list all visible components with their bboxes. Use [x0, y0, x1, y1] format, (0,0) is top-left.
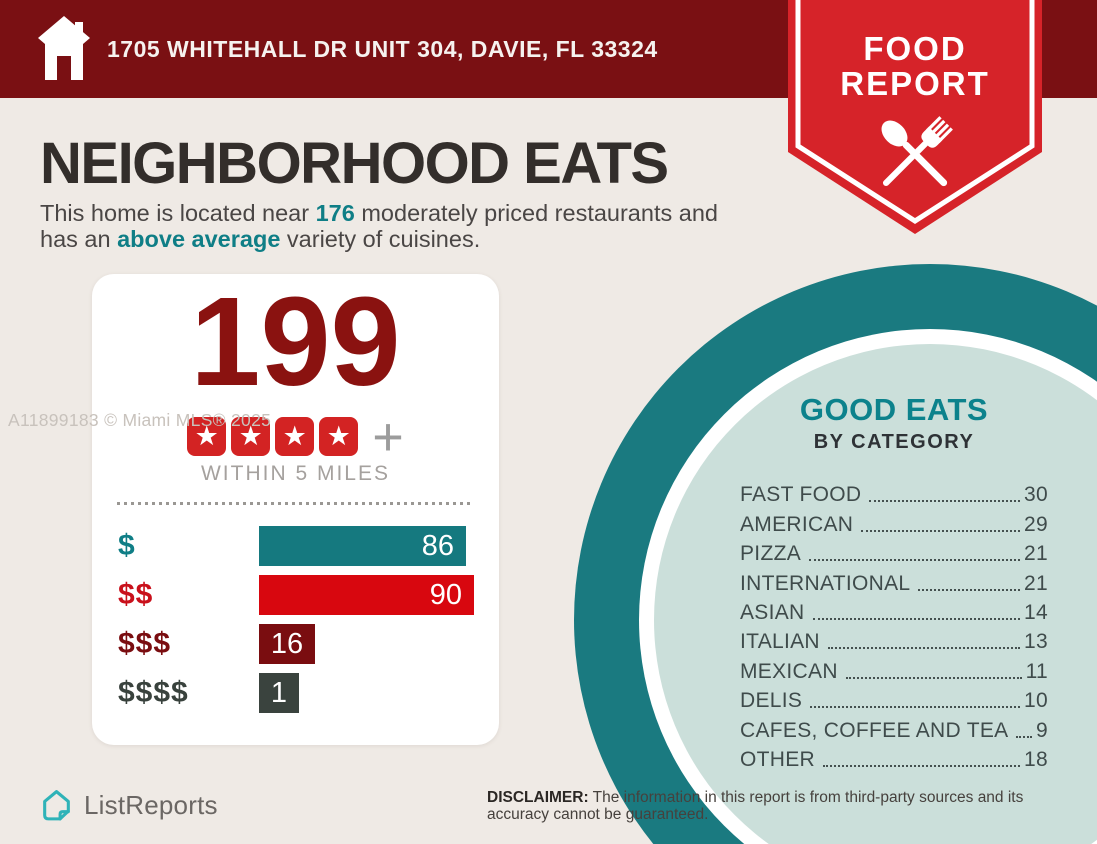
category-name: PIZZA	[740, 542, 802, 566]
category-row: OTHER 18	[740, 743, 1048, 772]
good-eats-subtitle: BY CATEGORY	[813, 431, 975, 453]
category-row: MEXICAN 11	[740, 654, 1048, 683]
divider	[117, 502, 474, 505]
category-name: FAST FOOD	[740, 483, 862, 507]
good-eats-title: GOOD EATS	[799, 392, 989, 427]
category-name: ITALIAN	[740, 630, 820, 654]
category-count: 21	[1024, 542, 1048, 566]
price-bar: 86	[259, 526, 466, 566]
dotted-leader	[1016, 735, 1033, 738]
utensils-icon	[881, 116, 953, 187]
dotted-leader	[845, 676, 1022, 679]
dotted-leader	[918, 588, 1021, 591]
category-name: MEXICAN	[740, 659, 838, 683]
restaurant-stats-card: 199 ★ ★ ★ ★ + WITHIN 5 MILES $86 $$ 90 $$$ 16 $$$…	[92, 274, 499, 745]
category-list: FAST FOOD 30 AMERICAN 29 PIZZA 21 INTERNATIONA…	[740, 478, 1048, 772]
category-row: ASIAN 14	[740, 596, 1048, 625]
intro-highlight: 176	[315, 200, 355, 226]
price-bar: 16	[259, 624, 315, 664]
price-bar-row: $$$$ 1	[92, 673, 499, 713]
category-name: CAFES, COFFEE AND TEA	[740, 718, 1009, 742]
dotted-leader	[823, 764, 1021, 767]
plus-icon: +	[372, 406, 404, 467]
intro-highlight: above average	[117, 226, 281, 252]
category-name: ASIAN	[740, 600, 805, 624]
dotted-leader	[809, 559, 1021, 562]
category-row: INTERNATIONAL 21	[740, 566, 1048, 595]
radius-label: WITHIN 5 MILES	[200, 462, 391, 485]
intro-segment: has an	[40, 226, 118, 252]
dotted-leader	[812, 617, 1021, 620]
intro-segment: This home is located near	[40, 200, 316, 226]
star-rating: ★ ★ ★ ★ +	[92, 406, 499, 467]
price-bar-row: $$$ 16	[92, 624, 499, 664]
price-bar-value: 16	[270, 628, 304, 660]
intro-text: This home is located near 176 moderately…	[40, 200, 800, 252]
price-bar-value: 86	[421, 530, 454, 562]
listreports-house-icon	[43, 789, 70, 820]
listreports-logo: ListReports	[38, 786, 218, 824]
price-bar-row: $86	[92, 526, 499, 566]
badge-line2: REPORT	[840, 65, 990, 102]
category-name: AMERICAN	[740, 512, 854, 536]
category-row: ITALIAN 13	[740, 625, 1048, 654]
category-count: 10	[1024, 689, 1048, 713]
category-count: 21	[1024, 571, 1048, 595]
star-icon: ★	[231, 417, 271, 456]
page-title: NEIGHBORHOOD EATS	[40, 131, 669, 196]
disclaimer-label: DISCLAIMER:	[487, 789, 589, 806]
category-count: 30	[1024, 483, 1048, 507]
intro-segment: variety of cuisines.	[280, 226, 481, 252]
dotted-leader	[861, 529, 1021, 532]
property-address: 1705 WHITEHALL DR UNIT 304, DAVIE, FL 33…	[107, 36, 658, 62]
star-icon: ★	[275, 417, 315, 456]
brand-name: ListReports	[84, 789, 218, 820]
price-bar-row: $$ 90	[92, 575, 499, 615]
category-count: 13	[1024, 630, 1048, 654]
star-icon: ★	[187, 417, 227, 456]
category-count: 29	[1024, 512, 1048, 536]
restaurant-count: 199	[190, 271, 401, 412]
category-count: 9	[1036, 718, 1048, 742]
category-count: 18	[1024, 747, 1048, 771]
dotted-leader	[827, 647, 1021, 650]
price-bar: 90	[259, 575, 474, 615]
price-level-label: $$	[118, 578, 154, 611]
price-level-label: $$$	[118, 627, 172, 660]
category-name: INTERNATIONAL	[740, 571, 911, 595]
price-bar-value: 90	[429, 579, 462, 611]
category-count: 14	[1024, 600, 1048, 624]
intro-segment: moderately priced restaurants and	[354, 200, 718, 226]
dotted-leader	[810, 706, 1021, 709]
home-icon	[38, 16, 90, 80]
price-level-label: $$$$	[118, 676, 189, 709]
star-glyph: ★	[326, 421, 351, 452]
price-level-label: $	[118, 529, 136, 562]
disclaimer: DISCLAIMER: The information in this repo…	[487, 789, 1071, 823]
star-glyph: ★	[238, 421, 263, 452]
badge-line1: FOOD	[863, 30, 966, 67]
star-icon: ★	[319, 417, 359, 456]
category-row: PIZZA 21	[740, 537, 1048, 566]
category-name: DELIS	[740, 689, 803, 713]
category-row: CAFES, COFFEE AND TEA 9	[740, 713, 1048, 742]
dotted-leader	[869, 500, 1021, 503]
category-row: DELIS 10	[740, 684, 1048, 713]
good-eats-panel: GOOD EATS BY CATEGORY FAST FOOD 30 AMERICA…	[740, 392, 1048, 772]
category-row: AMERICAN 29	[740, 507, 1048, 536]
food-report-badge: FOOD REPORT	[788, 0, 1042, 234]
price-bar-value: 1	[270, 677, 288, 709]
star-glyph: ★	[194, 421, 219, 452]
price-bar: 1	[259, 673, 299, 713]
category-row: FAST FOOD 30	[740, 478, 1048, 507]
category-name: OTHER	[740, 747, 815, 771]
disclaimer-text: The information in this report is from t…	[487, 789, 1024, 823]
star-glyph: ★	[282, 421, 307, 452]
category-count: 11	[1025, 659, 1048, 683]
